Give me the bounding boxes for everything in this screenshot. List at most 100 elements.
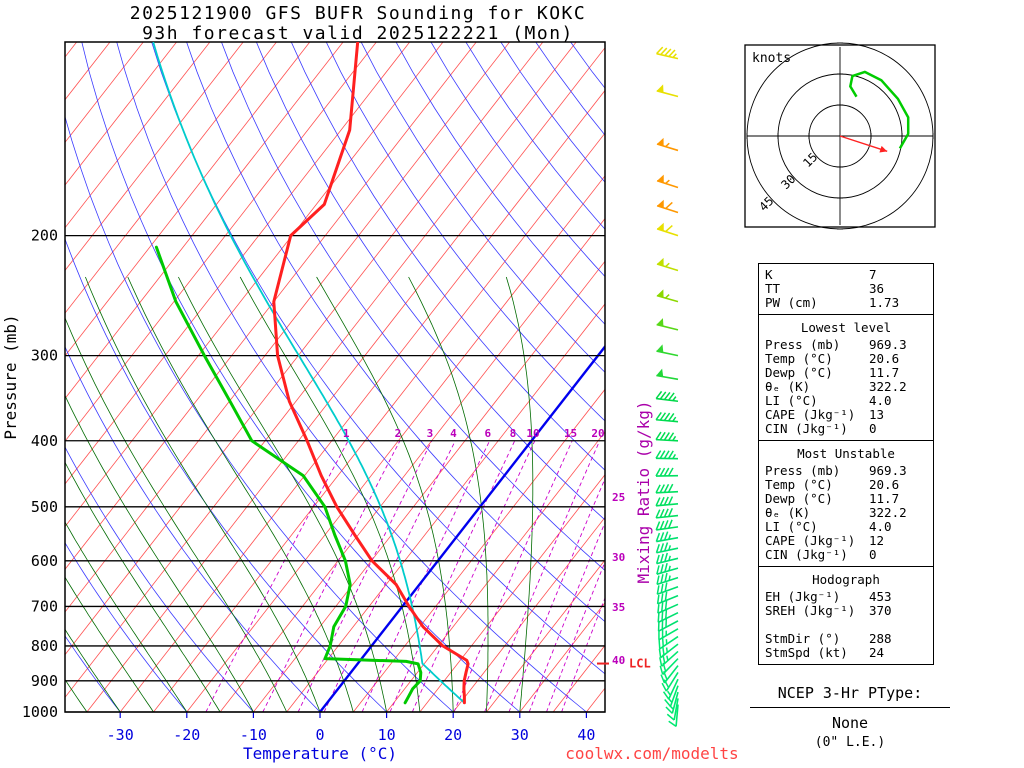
wind-barb-tick (659, 467, 666, 477)
wind-barb-tick (660, 674, 666, 684)
wind-barb-tick (663, 542, 669, 552)
dry-adiabat-line (186, 42, 605, 623)
wind-barb (656, 547, 679, 554)
wind-barb-flag (657, 174, 664, 183)
stats-label: Dewp (°C) (765, 365, 833, 380)
mixing-ratio-value-label: 2 (395, 427, 402, 440)
wind-barb-tick (658, 639, 661, 649)
wind-barb-tick (664, 572, 668, 582)
stats-row: CIN (Jkg⁻¹) 0 (765, 548, 927, 562)
wind-barb-tick (659, 665, 664, 675)
wind-barb-tick (660, 553, 664, 563)
moist-adiabat-line (239, 276, 421, 712)
stats-label: CIN (Jkg⁻¹) (765, 547, 848, 562)
stats-row: Dewp (°C) 11.7 (765, 492, 927, 506)
stats-row: StmSpd (kt) 24 (765, 646, 927, 660)
wind-barb-tick (659, 391, 667, 400)
dry-adiabat-line (290, 42, 605, 471)
wind-barb-tick (655, 467, 662, 477)
dry-adiabat-line (465, 42, 605, 230)
wind-barb-halftick (672, 53, 677, 58)
wind-barb-tick (667, 496, 674, 505)
wind-barb-halftick (668, 565, 671, 571)
wind-barb-halftick (666, 690, 672, 696)
isotherm-line (153, 132, 605, 712)
wind-barb (656, 503, 679, 507)
wind-barb (661, 650, 679, 667)
wind-barb-tick (659, 412, 667, 421)
isotherm-line (65, 42, 577, 699)
stats-value: 370 (869, 603, 892, 618)
stats-value: 12 (869, 533, 885, 548)
stats-label: LI (°C) (765, 519, 818, 534)
plot-frame (64, 41, 606, 713)
isotherm-line (219, 217, 605, 712)
stats-label: Press (mb) (765, 463, 841, 478)
wind-barb (656, 228, 679, 237)
moist-adiabat-line (505, 276, 534, 712)
stats-label: θₑ (K) (765, 505, 811, 520)
wind-barb-halftick (665, 142, 670, 148)
moist-adiabat-line (65, 628, 121, 712)
wind-barb-halftick (672, 453, 677, 460)
wind-barb-tick (664, 552, 669, 562)
wind-barb-tick (655, 554, 660, 564)
mixing-ratio-line (262, 440, 401, 712)
stats-value: 322.2 (869, 379, 907, 394)
lcl-label: LCL (629, 657, 651, 671)
moist-adiabat-line (85, 276, 321, 712)
wind-barb-tick (665, 225, 673, 233)
wind-barb-tick (663, 483, 670, 493)
sounding-traces (152, 42, 470, 705)
stats-section: Hodograph EH (Jkg⁻¹) 453 SREH (Jkg⁻¹) 370 Stm… (759, 566, 933, 664)
wind-barb-tick (655, 411, 662, 421)
stats-value: 4.0 (869, 393, 892, 408)
stats-value: 20.6 (869, 477, 900, 492)
storm-motion-arrow (839, 135, 888, 152)
stats-label: Press (mb) (765, 337, 841, 352)
pressure-tick-label: 800 (31, 637, 58, 655)
stats-label: Dewp (°C) (765, 491, 833, 506)
stats-section-header: Lowest level (800, 320, 892, 335)
wind-barb-tick (661, 637, 664, 647)
temperature-tick-label: 40 (577, 726, 595, 744)
temperature-axis-label: Temperature (°C) (243, 744, 397, 763)
wind-barb-tick (663, 391, 671, 401)
isotherm-line (386, 431, 605, 712)
stats-value: 453 (869, 589, 892, 604)
stats-label (765, 618, 869, 632)
wind-barb-tick (667, 467, 674, 477)
stats-label: TT (765, 281, 781, 296)
mixing-ratio-value-label: 20 (591, 427, 604, 440)
storm-motion-arrowhead (879, 145, 888, 153)
wind-barb-halftick (668, 545, 672, 551)
temperature-trace (272, 42, 470, 705)
wind-barb (656, 418, 679, 423)
wind-barb-tick (657, 613, 660, 623)
ptype-value: None (831, 714, 869, 732)
wind-barb-tick (656, 46, 664, 55)
wind-barb-flag (656, 344, 664, 353)
stats-label: θₑ (K) (765, 379, 811, 394)
stats-value: 969.3 (869, 337, 907, 352)
stats-label: CIN (Jkg⁻¹) (765, 421, 848, 436)
stats-row: θₑ (K) 322.2 (765, 380, 927, 394)
wind-barb-tick (663, 432, 670, 441)
chart-title: 2025121900 GFS BUFR Sounding for KOKC (130, 3, 586, 24)
stats-panel: K 7 TT 36 PW (cm) 1.73 Lowest level Press (mb) 9… (758, 263, 934, 665)
stats-section: K 7 TT 36 PW (cm) 1.73 (759, 264, 933, 314)
wind-barb-tick (668, 49, 676, 58)
mixing-ratio-value-label: 35 (612, 601, 625, 614)
wind-barb (658, 628, 679, 641)
wind-barb-tick (665, 609, 668, 619)
wind-barb (656, 374, 679, 381)
pressure-tick-label: 500 (31, 498, 58, 516)
stats-label: Temp (°C) (765, 477, 833, 492)
mixing-ratio-value-label: 1 (343, 427, 350, 440)
wind-barb-tick (664, 48, 672, 57)
wind-barb-halftick (668, 575, 671, 581)
stats-label: EH (Jkg⁻¹) (765, 589, 841, 604)
stats-value: 322.2 (869, 505, 907, 520)
